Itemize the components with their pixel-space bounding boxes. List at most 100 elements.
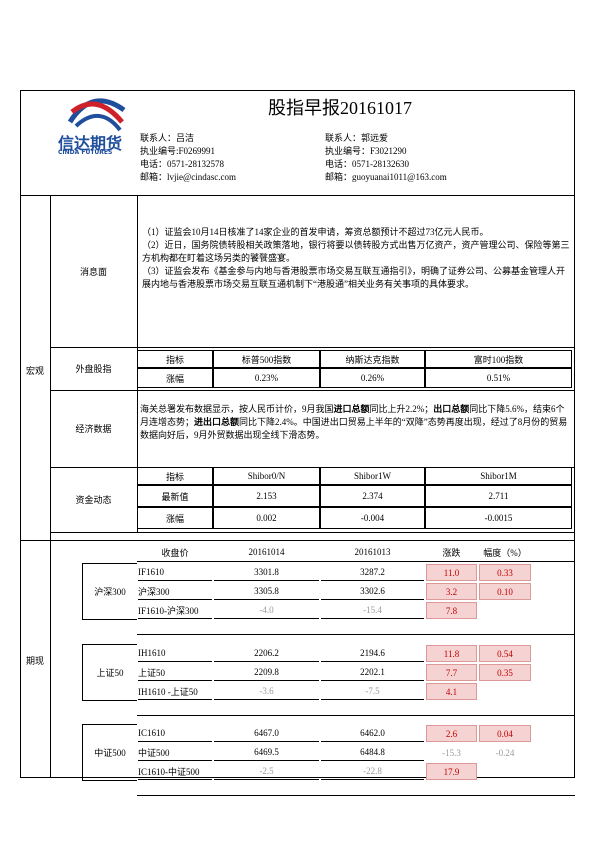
table-header: 指标 [137, 467, 213, 485]
table-header: 20161013 [354, 547, 391, 557]
table-cell: 11.8 [426, 645, 477, 662]
table-cell: 11.0 [426, 564, 477, 581]
rule [137, 795, 575, 796]
table-header: Shibor1M [425, 467, 572, 485]
group-label: 中证500 [82, 724, 137, 781]
section-label: 期现 [25, 655, 44, 666]
group-label: 上证50 [82, 644, 137, 701]
table-cell: 2.153 [213, 485, 320, 507]
table-cell: IH1610 [138, 645, 212, 662]
rule [20, 540, 575, 541]
table-cell: 2.6 [426, 725, 477, 742]
table-header: 纳斯达克指数 [320, 350, 425, 368]
paragraph: （1）证监会10月14日核准了14家企业的首发申请，筹资总额预计不超过73亿元人… [142, 227, 489, 237]
section-label: 宏观 [25, 365, 44, 376]
table-cell: -15.4 [321, 602, 424, 619]
table-cell: -0.0015 [425, 507, 572, 529]
contact-phone: 电话：0571-28132578 [140, 159, 224, 169]
table-cell: 涨幅 [137, 368, 213, 388]
logo-text: 信达期货 [58, 134, 123, 153]
table-header: 指标 [137, 350, 213, 368]
table-cell: 6484.8 [321, 744, 424, 761]
rule [50, 195, 51, 778]
rule [50, 347, 575, 348]
divider [20, 195, 575, 196]
contact-name: 联系人：吕洁 [140, 133, 195, 143]
text-run: 同比下降2.4%。中国进出口贸易上半年的“双降”态势再度出现，经过了8月份的贸易… [140, 417, 568, 440]
paragraph: （2）近日，国务院债转股相关政策落地，银行将要以债转股方式出售万亿资产，资产管理… [142, 240, 570, 263]
table-cell: 6467.0 [214, 725, 319, 742]
row-label: 外盘股指 [75, 364, 112, 374]
table-cell: 0.23% [213, 368, 320, 388]
table-cell: 4.1 [426, 683, 477, 700]
table-cell: 2194.6 [321, 645, 424, 662]
table-cell: 2209.8 [214, 664, 319, 681]
rule [137, 561, 575, 562]
paragraph: （3）证监会发布《基金参与内地与香港股票市场交易互联互通指引》，明确了证券公司、… [142, 266, 566, 289]
rule [137, 715, 575, 716]
table-header: 幅度（%） [483, 547, 527, 558]
table-cell: IH1610 -上证50 [138, 683, 212, 700]
table-cell: 3305.8 [214, 583, 319, 600]
table-cell: 3301.8 [214, 564, 319, 581]
table-cell: 0.54 [479, 645, 531, 662]
text-run: 进出口总额 [194, 417, 240, 427]
rule [50, 532, 575, 533]
table-cell: 3302.6 [321, 583, 424, 600]
table-header: 收盘价 [161, 547, 189, 558]
table-cell: -4.0 [214, 602, 319, 619]
contact-phone: 电话：0571-28132630 [325, 159, 409, 169]
table-cell: 3287.2 [321, 564, 424, 581]
rule [137, 634, 575, 635]
table-cell: 最新值 [137, 485, 213, 507]
table-cell: 7.8 [426, 602, 477, 619]
table-cell: 17.9 [426, 763, 477, 780]
table-cell: 0.002 [213, 507, 320, 529]
table-cell: 2206.2 [214, 645, 319, 662]
table-cell: -22.8 [321, 763, 424, 780]
table-cell: IC1610 [138, 725, 212, 742]
table-cell: 涨幅 [137, 507, 213, 529]
table-header: 涨跌 [442, 547, 461, 558]
table-cell: -3.6 [214, 683, 319, 700]
table-cell: IC1610-中证500 [138, 763, 212, 780]
contact-license: 执业编号：F3021290 [325, 146, 407, 156]
logo-subtext: CINDA FUTURES [58, 149, 113, 156]
economy-text: 海关总署发布数据显示，按人民币计价，9月我国进口总额同比上升2.2%；出口总额同… [140, 403, 570, 442]
frame [20, 90, 575, 778]
table-cell: 中证500 [138, 744, 212, 761]
table-cell: 0.51% [425, 368, 572, 388]
table-cell: IF1610-沪深300 [138, 602, 212, 619]
table-header: 20161014 [248, 547, 285, 557]
text-run: 进口总额 [333, 404, 370, 414]
table-cell: 3.2 [426, 583, 477, 600]
table-cell: 0.04 [479, 725, 531, 742]
contact-email: 邮箱：lvjie@cindasc.com [140, 172, 237, 182]
table-cell: -2.5 [214, 763, 319, 780]
table-cell: 2202.1 [321, 664, 424, 681]
table-cell: 6469.5 [214, 744, 319, 761]
text-run: 同比上升2.2%； [369, 404, 434, 414]
row-label: 经济数据 [75, 424, 112, 434]
table-header: 富时100指数 [425, 350, 572, 368]
table-header: Shibor0/N [213, 467, 320, 485]
row-label: 资金动态 [75, 495, 112, 505]
table-cell: -7.5 [321, 683, 424, 700]
news-text: （1）证监会10月14日核准了14家企业的首发申请，筹资总额预计不超过73亿元人… [142, 226, 570, 291]
logo-mark [67, 98, 126, 132]
row-label: 消息面 [79, 266, 107, 277]
table-header: Shibor1W [320, 467, 425, 485]
table-cell: 0.33 [479, 564, 531, 581]
table-cell: -0.24 [495, 747, 515, 758]
table-cell: 6462.0 [321, 725, 424, 742]
table-cell: -15.3 [442, 747, 461, 758]
table-cell: 2.711 [425, 485, 572, 507]
group-label: 沪深300 [82, 563, 137, 620]
title: 股指早报20161017 [268, 98, 412, 118]
table-cell: IF1610 [138, 564, 212, 581]
table-cell: 0.10 [479, 583, 531, 600]
table-cell: 0.35 [479, 664, 531, 681]
text-run: 海关总署发布数据显示，按人民币计价，9月我国 [140, 404, 334, 414]
contact-license: 执业编号:F0269991 [140, 146, 216, 156]
